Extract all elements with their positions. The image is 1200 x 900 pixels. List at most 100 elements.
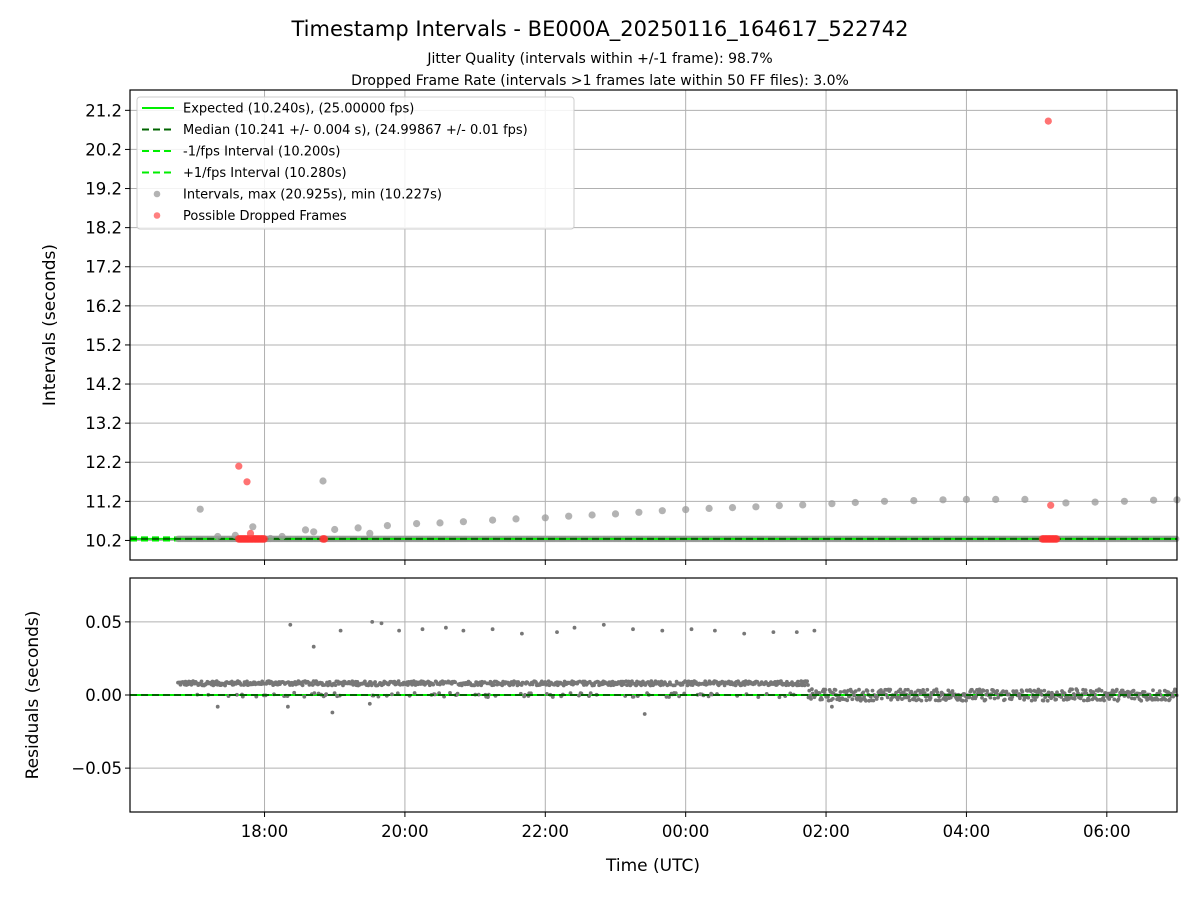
residual-point bbox=[373, 680, 377, 684]
residual-point bbox=[333, 683, 338, 687]
residual-point bbox=[907, 698, 912, 703]
residual-point bbox=[1039, 689, 1043, 694]
x-tick-label: 02:00 bbox=[802, 822, 850, 841]
intervals-legend: Expected (10.240s), (25.00000 fps) Median… bbox=[136, 96, 575, 230]
residual-point bbox=[806, 683, 810, 687]
residual-point bbox=[1142, 690, 1147, 694]
residual-point bbox=[588, 691, 593, 695]
interval-point bbox=[851, 498, 859, 507]
residuals-y-tick-label: −0.05 bbox=[71, 759, 122, 778]
intervals-y-tick-label: 14.2 bbox=[85, 375, 122, 394]
interval-point bbox=[366, 529, 374, 538]
interval-point bbox=[611, 510, 620, 518]
residual-point bbox=[1132, 696, 1137, 701]
residual-point bbox=[572, 625, 577, 630]
dropped-frame-point bbox=[246, 529, 255, 538]
residual-point bbox=[1020, 689, 1025, 694]
x-axis-label: Time (UTC) bbox=[605, 856, 700, 876]
legend-entry-label: -1/fps Interval (10.200s) bbox=[183, 145, 340, 160]
residual-point bbox=[820, 697, 824, 702]
residual-point bbox=[885, 695, 890, 700]
residual-point bbox=[444, 625, 448, 630]
interval-point bbox=[828, 500, 836, 508]
residual-point bbox=[779, 679, 783, 684]
residual-point bbox=[1029, 689, 1033, 694]
interval-point bbox=[1091, 498, 1099, 506]
residual-point bbox=[587, 694, 591, 698]
residual-point bbox=[368, 680, 373, 685]
x-tick-label: 18:00 bbox=[241, 822, 289, 841]
residual-point bbox=[970, 687, 974, 692]
interval-point bbox=[588, 511, 596, 519]
residual-point bbox=[1070, 687, 1074, 692]
interval-point bbox=[266, 534, 274, 543]
intervals-y-tick-label: 16.2 bbox=[85, 297, 122, 316]
residual-point bbox=[925, 687, 930, 692]
chart-title: Timestamp Intervals - BE000A_20250116_16… bbox=[290, 17, 908, 42]
interval-point bbox=[319, 477, 327, 485]
residual-point bbox=[412, 691, 417, 695]
intervals-plot-frame bbox=[129, 89, 1178, 561]
residual-point bbox=[742, 631, 747, 636]
residual-point bbox=[1034, 689, 1038, 694]
residual-point bbox=[629, 682, 633, 687]
residual-point bbox=[420, 627, 425, 632]
residual-point bbox=[302, 694, 307, 699]
residual-point bbox=[771, 630, 776, 634]
residual-point bbox=[300, 683, 305, 688]
dropped-frame-point bbox=[1044, 117, 1052, 125]
residual-point bbox=[1039, 692, 1044, 697]
residual-point bbox=[988, 695, 993, 700]
residuals-plot: −0.05 0.00 0.05 18:00 20:00 22:00 00:00 02:00 04… bbox=[23, 577, 1179, 876]
residual-point bbox=[830, 704, 834, 709]
residual-point bbox=[631, 694, 636, 699]
interval-point bbox=[910, 497, 918, 505]
intervals-y-tick-label: 15.2 bbox=[85, 336, 122, 355]
interval-point bbox=[354, 524, 362, 532]
residual-point bbox=[601, 622, 606, 627]
residual-point bbox=[870, 688, 875, 693]
interval-point bbox=[249, 523, 257, 531]
residual-point bbox=[742, 683, 747, 687]
interval-point bbox=[489, 516, 497, 524]
residual-point bbox=[850, 697, 855, 702]
residual-point bbox=[964, 698, 968, 703]
residual-point bbox=[946, 688, 951, 693]
interval-point bbox=[278, 532, 286, 541]
residual-point bbox=[1082, 698, 1086, 703]
residual-point bbox=[689, 627, 694, 632]
residual-point bbox=[1072, 696, 1077, 701]
chart-subtitle-dropped: Dropped Frame Rate (intervals >1 frames … bbox=[351, 73, 849, 89]
residual-point bbox=[906, 687, 910, 692]
residual-point bbox=[967, 695, 972, 700]
interval-point bbox=[728, 504, 737, 512]
interval-point bbox=[1150, 496, 1158, 504]
residual-point bbox=[1026, 695, 1031, 700]
intervals-y-tick-label: 18.2 bbox=[85, 219, 122, 238]
interval-point bbox=[658, 507, 666, 515]
residual-point bbox=[1083, 688, 1088, 693]
residuals-ticks: −0.05 0.00 0.05 18:00 20:00 22:00 00:00 02:00 04… bbox=[71, 613, 1130, 841]
intervals-ticks: 10.2 11.2 12.2 13.2 14.2 15.2 16.2 17.2 18.2 19.2… bbox=[85, 101, 1108, 565]
residual-point bbox=[928, 696, 933, 700]
residual-point bbox=[1114, 687, 1119, 692]
residual-point bbox=[1041, 698, 1046, 703]
legend-entry-label: Intervals, max (20.925s), min (10.227s) bbox=[183, 188, 442, 203]
dropped-frame-point bbox=[1047, 501, 1055, 509]
residual-point bbox=[826, 695, 830, 699]
interval-point bbox=[196, 505, 204, 513]
residual-point bbox=[960, 698, 965, 703]
residual-point bbox=[985, 689, 989, 693]
residual-point bbox=[714, 679, 719, 684]
residual-point bbox=[879, 696, 884, 701]
residual-point bbox=[397, 628, 401, 633]
interval-point bbox=[214, 532, 222, 541]
residual-point bbox=[922, 691, 927, 695]
residual-point bbox=[642, 712, 647, 716]
residual-point bbox=[823, 687, 828, 692]
residual-point bbox=[660, 628, 665, 633]
residual-point bbox=[1014, 689, 1019, 693]
residual-point bbox=[330, 710, 335, 715]
residual-point bbox=[935, 690, 940, 695]
